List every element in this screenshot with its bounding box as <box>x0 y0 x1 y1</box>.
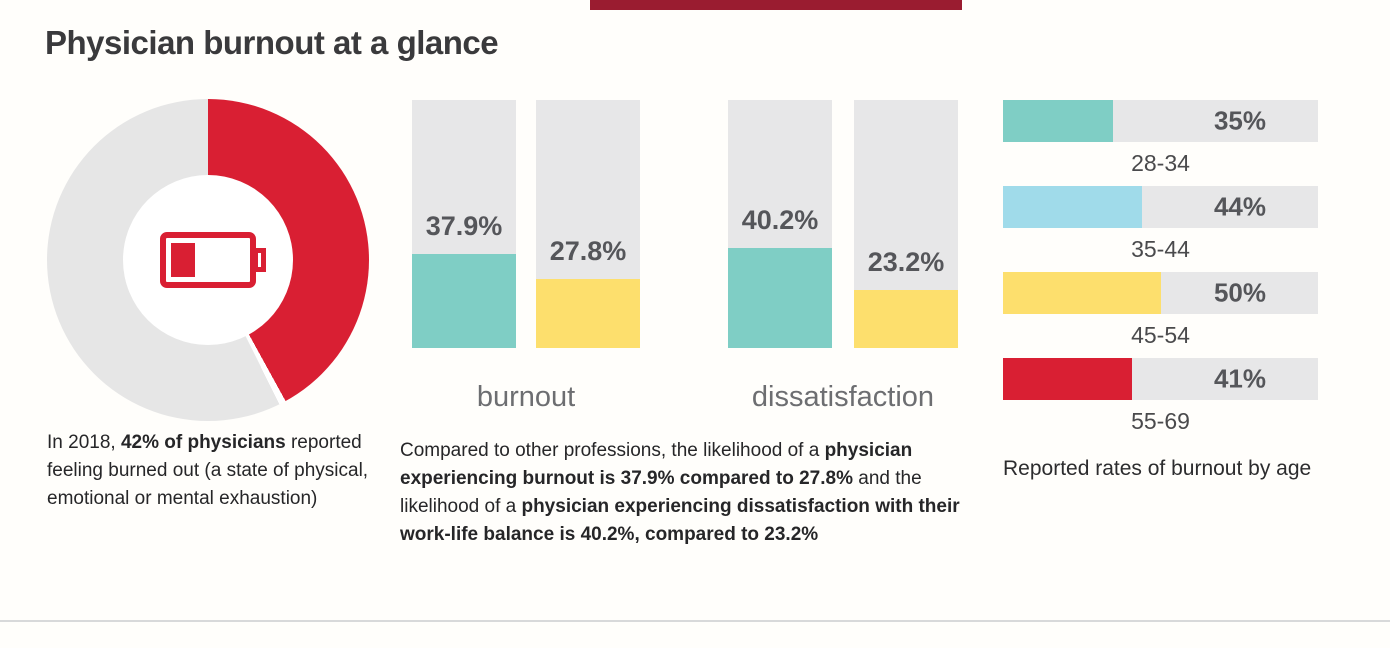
donut-hole <box>123 175 293 345</box>
bar-fill <box>1003 100 1114 142</box>
bar-value-label: 41% <box>1213 363 1266 394</box>
bar-burnout-physicians: 37.9% <box>412 100 516 348</box>
bar-value-label: 35% <box>1213 105 1266 136</box>
bar-value-label: 44% <box>1213 191 1266 222</box>
bar-fill <box>1003 186 1142 228</box>
bar-fill <box>1003 358 1133 400</box>
age-bar-55-69: 41% <box>1003 358 1318 400</box>
battery-cap <box>253 248 266 272</box>
battery-fill <box>171 243 196 277</box>
donut-caption: In 2018, 42% of physicians reported feel… <box>47 432 369 509</box>
age-range-label: 45-54 <box>1131 322 1190 348</box>
bar-value-label: 40.2% <box>741 205 819 236</box>
group-label-dissatisfaction: dissatisfaction <box>751 381 935 413</box>
bar-fill <box>728 248 832 348</box>
bar-dissatisfaction-physicians: 40.2% <box>728 100 832 348</box>
bar-burnout-others: 27.8% <box>536 100 640 348</box>
bar-fill <box>412 254 516 348</box>
age-chart-caption: Reported rates of burnout by age <box>1003 457 1312 480</box>
age-bar-35-44: 44% <box>1003 186 1318 228</box>
age-range-label: 35-44 <box>1131 236 1190 262</box>
group-label-burnout: burnout <box>476 381 576 413</box>
bar-fill <box>854 290 958 348</box>
bar-fill <box>1003 272 1161 314</box>
low-battery-icon <box>160 232 266 288</box>
bar-dissatisfaction-others: 23.2% <box>854 100 958 348</box>
comparison-caption: Compared to other professions, the likel… <box>400 440 960 545</box>
bar-value-label: 50% <box>1213 277 1266 308</box>
bottom-divider-line <box>0 620 1390 622</box>
age-bar-28-34: 35% <box>1003 100 1318 142</box>
age-range-label: 28-34 <box>1131 150 1190 176</box>
bar-value-label: 37.9% <box>425 211 503 242</box>
bar-value-label: 23.2% <box>867 247 945 278</box>
page-title: Physician burnout at a glance <box>45 24 499 61</box>
top-red-bar <box>590 0 962 10</box>
bar-fill <box>536 279 640 348</box>
burnout-donut-chart <box>47 99 369 421</box>
age-range-label: 55-69 <box>1131 408 1190 434</box>
age-bar-45-54: 50% <box>1003 272 1318 314</box>
bar-value-label: 27.8% <box>549 236 627 267</box>
